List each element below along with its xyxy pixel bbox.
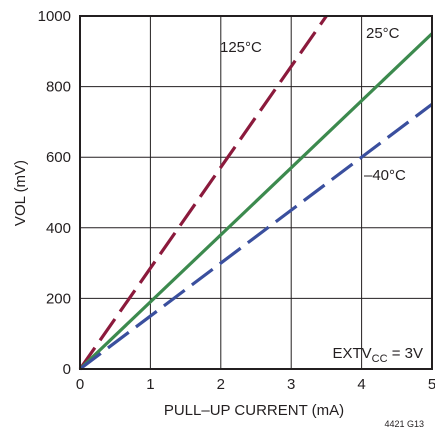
y-tick-label: 0 (63, 361, 71, 378)
series-line (79, 102, 433, 371)
series-label: –40°C (364, 167, 406, 184)
x-tick-label: 2 (217, 376, 225, 393)
series-label: 125°C (220, 39, 262, 56)
grid (79, 15, 433, 370)
condition-annotation: EXTVCC = 3V (332, 345, 423, 365)
y-axis-title: VOL (mV) (12, 160, 29, 226)
series-group (78, 15, 434, 371)
y-tick-labels: 0 200 400 600 800 1000 (38, 8, 71, 378)
series-labels: 125°C 25°C –40°C (220, 25, 406, 184)
y-tick-label: 1000 (38, 8, 71, 25)
x-tick-labels: 0 1 2 3 4 5 (76, 376, 435, 393)
y-tick-label: 800 (46, 79, 71, 96)
annotation-suffix: = 3V (388, 345, 423, 362)
annotation-subscript: CC (372, 353, 388, 365)
y-tick-label: 400 (46, 220, 71, 237)
x-tick-label: 4 (357, 376, 365, 393)
series-label: 25°C (366, 25, 400, 42)
y-tick-label: 600 (46, 149, 71, 166)
series-line (78, 15, 328, 370)
x-tick-label: 0 (76, 376, 84, 393)
x-tick-label: 5 (428, 376, 435, 393)
x-axis-title: PULL–UP CURRENT (mA) (164, 402, 344, 419)
plot-frame (79, 15, 433, 370)
series-line (78, 32, 434, 371)
x-tick-label: 3 (287, 376, 295, 393)
figure-code: 4421 G13 (384, 419, 424, 429)
x-tick-label: 1 (146, 376, 154, 393)
annotation-main: EXTV (332, 345, 371, 362)
y-tick-label: 200 (46, 290, 71, 307)
